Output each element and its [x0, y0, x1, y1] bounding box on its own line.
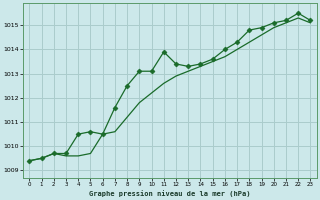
X-axis label: Graphe pression niveau de la mer (hPa): Graphe pression niveau de la mer (hPa) — [89, 190, 251, 197]
